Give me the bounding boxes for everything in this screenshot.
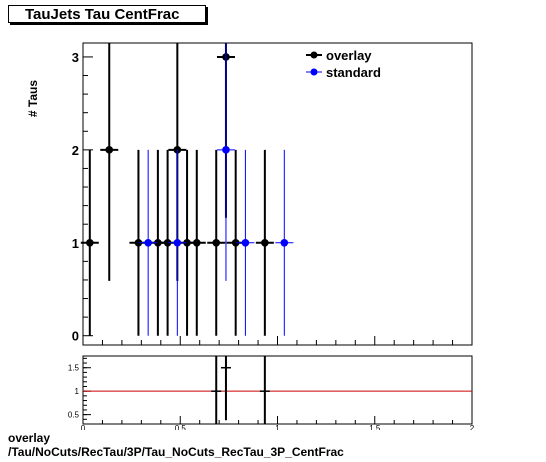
ratio-y-axis: 0.5 1 1.5 xyxy=(68,357,91,420)
y-tick-label: 0 xyxy=(72,329,79,344)
ratio-x-tick-label: 0.5 xyxy=(175,424,187,430)
y-tick-label: 3 xyxy=(72,50,79,65)
standard-point xyxy=(222,146,230,154)
legend: overlay standard xyxy=(306,48,381,80)
y-tick-label: 2 xyxy=(72,143,79,158)
standard-point xyxy=(173,238,182,247)
ratio-data-points xyxy=(211,356,270,424)
overlay-point xyxy=(134,238,143,247)
overlay-point xyxy=(212,238,221,247)
main-x-axis xyxy=(82,336,473,345)
footer-line-1: overlay xyxy=(8,431,51,445)
ratio-x-axis: 0 0.5 1 1.5 2 xyxy=(81,416,475,430)
ratio-x-tick-label: 2 xyxy=(470,424,475,430)
overlay-point xyxy=(261,238,269,247)
standard-point xyxy=(280,238,289,247)
chart-title: TauJets Tau CentFrac xyxy=(8,5,206,23)
ratio-y-tick-label: 1.5 xyxy=(68,364,80,373)
overlay-point xyxy=(86,238,94,247)
overlay-point xyxy=(183,238,191,247)
overlay-point xyxy=(163,238,172,247)
ratio-y-tick-label: 1 xyxy=(75,387,80,396)
ratio-plot-frame xyxy=(82,355,473,425)
legend-overlay-marker xyxy=(310,51,318,59)
overlay-point xyxy=(192,238,201,247)
overlay-point xyxy=(231,238,240,247)
overlay-point xyxy=(154,238,162,247)
footer: overlay /Tau/NoCuts/RecTau/3P/Tau_NoCuts… xyxy=(8,431,344,459)
overlay-point xyxy=(105,146,114,154)
footer-line-2: /Tau/NoCuts/RecTau/3P/Tau_NoCuts_RecTau_… xyxy=(8,445,344,459)
ratio-x-tick-label: 1.5 xyxy=(369,424,381,430)
legend-standard-label: standard xyxy=(326,65,381,80)
main-data-points xyxy=(80,43,294,336)
standard-point xyxy=(144,238,152,247)
main-plot-frame xyxy=(82,42,473,346)
ratio-y-tick-label: 0.5 xyxy=(68,411,80,420)
y-axis-label: # Taus xyxy=(26,80,40,117)
legend-overlay-label: overlay xyxy=(326,48,372,63)
ratio-plot: 0.511.5 0 0.5 1 1.5 2 xyxy=(68,355,475,430)
ratio-x-tick-label: 0 xyxy=(81,424,86,430)
ratio-x-tick-label: 1 xyxy=(275,424,280,430)
standard-point xyxy=(241,238,250,247)
legend-standard-marker xyxy=(310,68,318,76)
y-tick-label: 1 xyxy=(72,236,79,251)
main-plot: 0 1 2 3 # Taus overlay standard xyxy=(26,42,473,346)
